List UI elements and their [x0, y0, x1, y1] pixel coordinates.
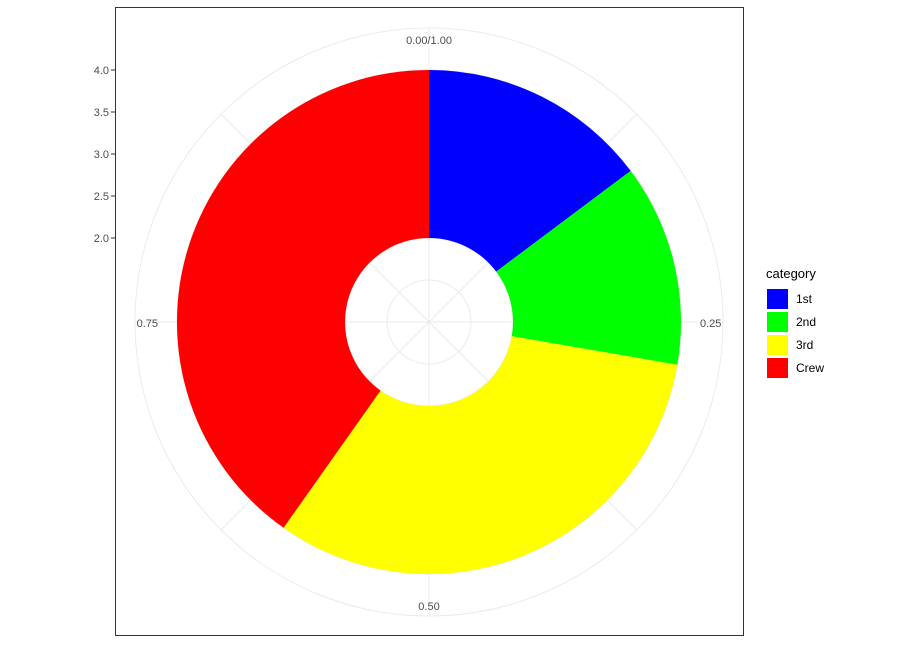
- radial-tick-label: 2.5: [94, 191, 109, 203]
- legend-key-crew: [767, 358, 788, 378]
- theta-tick-label: 0.75: [137, 318, 158, 330]
- radial-tick-label: 3.5: [94, 107, 109, 119]
- theta-tick-label: 0.25: [700, 318, 721, 330]
- legend-label: 1st: [796, 292, 813, 306]
- legend-label: 3rd: [796, 338, 813, 352]
- radial-tick-label: 2.0: [94, 233, 109, 245]
- legend-key-1st: [767, 289, 788, 309]
- slice-1st: [429, 70, 631, 272]
- legend: category 1st 2nd 3rd Crew: [766, 266, 824, 378]
- radial-tick-label: 3.0: [94, 149, 109, 161]
- slice-3rd: [283, 336, 678, 574]
- legend-key-2nd: [767, 312, 788, 332]
- theta-tick-label: 0.00/1.00: [406, 35, 452, 47]
- slice-2nd: [496, 170, 681, 365]
- angle-axis-labels: 0.00/1.00 0.25 0.50 0.75: [137, 35, 722, 613]
- legend-label: Crew: [796, 361, 824, 375]
- legend-key-3rd: [767, 335, 788, 355]
- radial-tick-label: 4.0: [94, 65, 109, 77]
- donut-slices: [177, 70, 681, 574]
- slice-crew: [177, 70, 429, 528]
- legend-title: category: [766, 266, 816, 281]
- theta-tick-label: 0.50: [418, 601, 439, 613]
- radial-axis: 2.0 2.5 3.0 3.5 4.0: [94, 65, 115, 245]
- legend-label: 2nd: [796, 315, 816, 329]
